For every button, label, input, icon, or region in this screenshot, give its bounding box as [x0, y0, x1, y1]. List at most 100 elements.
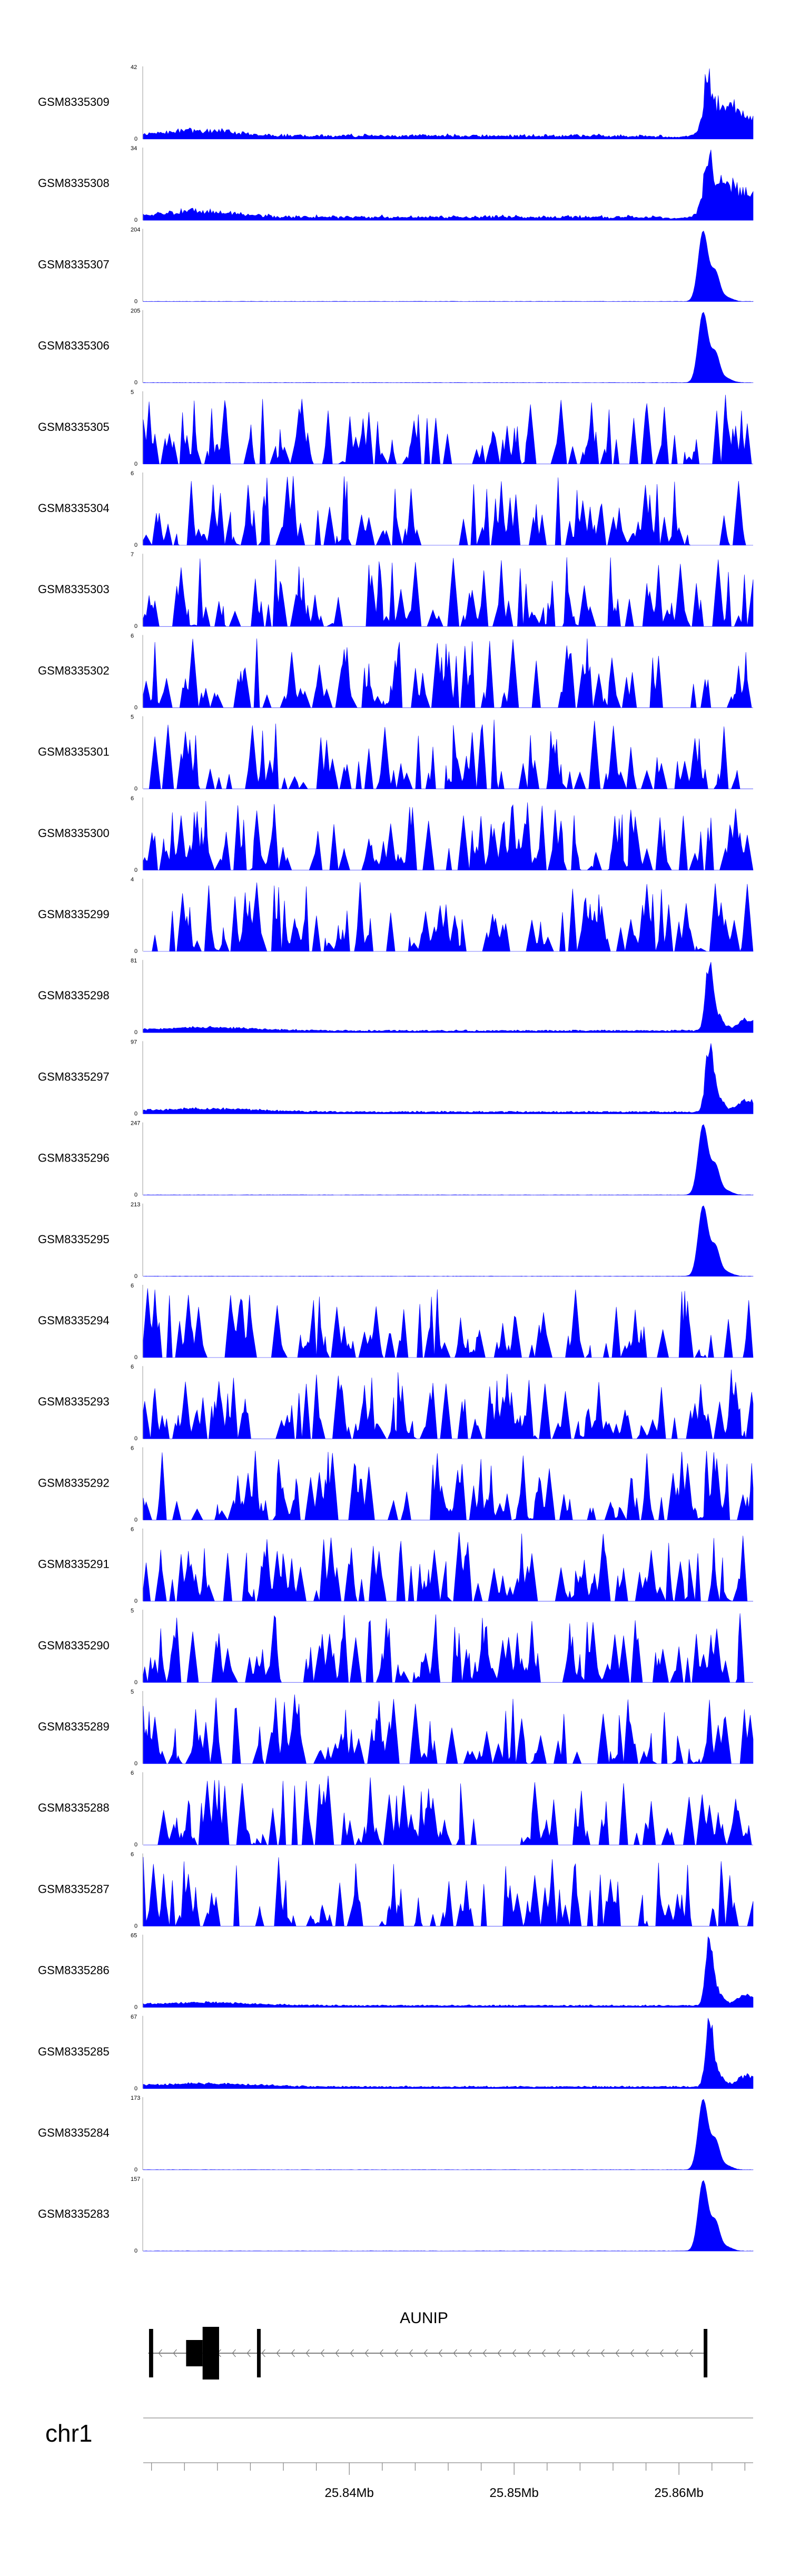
track-ymin-label: 0 — [134, 2248, 137, 2254]
strand-arrow — [645, 2349, 649, 2357]
coverage-area — [143, 882, 754, 952]
track-GSM8335303: GSM8335303 7 0 — [38, 552, 754, 630]
track-ymax-label: 6 — [131, 1445, 134, 1451]
track-GSM8335299: GSM8335299 4 0 — [38, 877, 754, 955]
strand-arrow — [453, 2349, 457, 2357]
strand-arrow — [276, 2349, 280, 2357]
track-label: GSM8335297 — [38, 1070, 110, 1083]
strand-arrow — [438, 2349, 442, 2357]
track-ymin-label: 0 — [134, 542, 137, 548]
coverage-area — [143, 1369, 754, 1439]
strand-arrow — [320, 2349, 324, 2357]
strand-arrow — [364, 2349, 369, 2357]
coverage-area — [143, 2180, 754, 2251]
track-label: GSM8335308 — [38, 176, 110, 190]
strand-arrow — [409, 2349, 413, 2357]
track-ymax-label: 65 — [131, 1933, 137, 1939]
track-ymax-label: 6 — [131, 633, 134, 639]
track-label: GSM8335283 — [38, 2207, 110, 2220]
track-ymax-label: 157 — [131, 2176, 140, 2182]
track-label: GSM8335296 — [38, 1152, 110, 1165]
coverage-area — [143, 1532, 753, 1602]
track-ymax-label: 42 — [131, 64, 137, 71]
exon-edge — [149, 2329, 153, 2377]
track-ymin-label: 0 — [134, 1029, 137, 1036]
exon-utr — [186, 2340, 203, 2366]
track-ymin-label: 0 — [134, 786, 137, 792]
track-label: GSM8335299 — [38, 908, 110, 921]
track-ymin-label: 0 — [134, 1761, 137, 1767]
coverage-area — [143, 1694, 754, 1764]
strand-arrow — [630, 2349, 634, 2357]
track-ymin-label: 0 — [134, 2167, 137, 2173]
track-ymin-label: 0 — [134, 1923, 137, 1929]
track-ymin-label: 0 — [134, 136, 137, 142]
strand-arrow — [482, 2349, 487, 2357]
strand-arrow — [379, 2349, 383, 2357]
strand-arrow — [394, 2349, 398, 2357]
coverage-area — [143, 476, 753, 546]
track-GSM8335301: GSM8335301 5 0 — [38, 714, 753, 792]
track-label: GSM8335303 — [38, 583, 110, 596]
track-ymax-label: 6 — [131, 1527, 134, 1533]
exon-edge — [256, 2329, 261, 2377]
track-GSM8335295: GSM8335295 213 0 — [38, 1202, 754, 1280]
track-GSM8335304: GSM8335304 6 0 — [38, 470, 753, 548]
track-ymax-label: 205 — [131, 308, 140, 314]
strand-arrow — [173, 2349, 177, 2357]
track-ymin-label: 0 — [134, 380, 137, 386]
track-ymax-label: 5 — [131, 389, 134, 396]
track-ymax-label: 6 — [131, 470, 134, 477]
track-label: GSM8335288 — [38, 1801, 110, 1814]
track-ymax-label: 5 — [131, 1608, 134, 1614]
track-GSM8335297: GSM8335297 97 0 — [38, 1039, 754, 1117]
strand-arrow — [423, 2349, 428, 2357]
strand-arrow — [246, 2349, 251, 2357]
strand-arrow — [468, 2349, 472, 2357]
track-GSM8335284: GSM8335284 173 0 — [38, 2095, 754, 2173]
strand-arrow — [659, 2349, 664, 2357]
track-label: GSM8335300 — [38, 827, 110, 840]
track-label: GSM8335290 — [38, 1639, 110, 1652]
strand-arrow — [497, 2349, 501, 2357]
track-GSM8335288: GSM8335288 6 0 — [38, 1770, 753, 1848]
track-label: GSM8335304 — [38, 502, 110, 515]
track-ymax-label: 6 — [131, 1770, 134, 1776]
track-ymax-label: 247 — [131, 1120, 140, 1127]
track-ymax-label: 173 — [131, 2095, 140, 2101]
coverage-area — [143, 1124, 754, 1195]
track-ymin-label: 0 — [134, 1110, 137, 1117]
track-ymin-label: 0 — [134, 1598, 137, 1605]
strand-arrow — [512, 2349, 516, 2357]
track-GSM8335307: GSM8335307 204 0 — [38, 227, 754, 304]
track-ymax-label: 97 — [131, 1039, 137, 1045]
track-ymin-label: 0 — [134, 623, 137, 630]
coverage-area — [143, 638, 753, 708]
track-label: GSM8335306 — [38, 339, 110, 352]
track-GSM8335285: GSM8335285 67 0 — [38, 2014, 754, 2092]
track-GSM8335292: GSM8335292 6 0 — [38, 1445, 754, 1523]
track-label: GSM8335295 — [38, 1233, 110, 1246]
track-label: GSM8335285 — [38, 2045, 110, 2058]
coverage-area — [143, 1043, 754, 1114]
strand-arrow — [674, 2349, 678, 2357]
track-ymin-label: 0 — [134, 948, 137, 955]
coverage-area — [143, 68, 754, 140]
track-ymax-label: 67 — [131, 2014, 137, 2020]
track-ymax-label: 6 — [131, 1283, 134, 1289]
track-GSM8335302: GSM8335302 6 0 — [38, 633, 753, 711]
strand-arrow — [689, 2349, 693, 2357]
track-ymax-label: 6 — [131, 795, 134, 802]
track-ymin-label: 0 — [134, 1273, 137, 1280]
track-ymin-label: 0 — [134, 2086, 137, 2092]
track-ymax-label: 213 — [131, 1202, 140, 1208]
strand-arrow — [615, 2349, 619, 2357]
gene-model: AUNIP — [148, 2309, 708, 2380]
strand-arrow — [305, 2349, 310, 2357]
track-GSM8335290: GSM8335290 5 0 — [38, 1608, 753, 1686]
track-ymin-label: 0 — [134, 704, 137, 711]
coverage-area — [143, 1936, 754, 2008]
track-label: GSM8335294 — [38, 1314, 110, 1327]
coverage-area — [143, 962, 754, 1033]
